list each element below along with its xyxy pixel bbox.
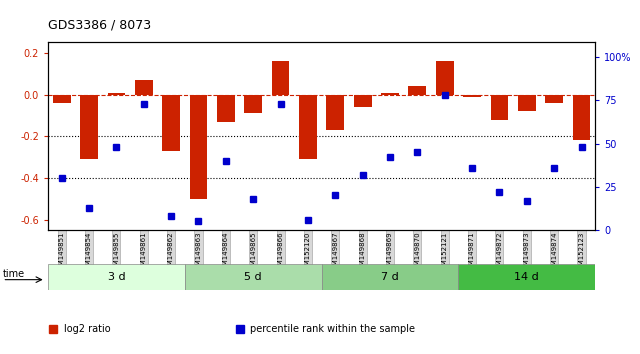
Text: GDS3386 / 8073: GDS3386 / 8073 (48, 19, 151, 32)
Bar (545, 95, 563, 103)
Bar (52, 95, 70, 103)
FancyBboxPatch shape (322, 264, 458, 290)
Bar (108, 92, 125, 95)
Bar (135, 80, 153, 95)
Text: 7 d: 7 d (381, 272, 399, 282)
FancyBboxPatch shape (185, 264, 322, 290)
Bar (326, 95, 344, 130)
Bar (217, 95, 235, 122)
Bar (162, 95, 180, 151)
Text: 3 d: 3 d (108, 272, 125, 282)
Bar (573, 95, 591, 141)
Bar (381, 92, 399, 95)
Text: time: time (3, 269, 24, 279)
Bar (463, 95, 481, 97)
Bar (354, 95, 372, 107)
Bar (189, 95, 207, 199)
Text: log2 ratio: log2 ratio (65, 324, 111, 334)
Text: percentile rank within the sample: percentile rank within the sample (250, 324, 415, 334)
Bar (80, 95, 98, 159)
Bar (408, 86, 426, 95)
Bar (271, 61, 289, 95)
Bar (490, 95, 508, 120)
Bar (299, 95, 317, 159)
Bar (518, 95, 536, 111)
FancyBboxPatch shape (458, 264, 595, 290)
Bar (244, 95, 262, 113)
Bar (436, 61, 454, 95)
Text: 5 d: 5 d (244, 272, 262, 282)
Text: 14 d: 14 d (515, 272, 539, 282)
FancyBboxPatch shape (48, 264, 185, 290)
